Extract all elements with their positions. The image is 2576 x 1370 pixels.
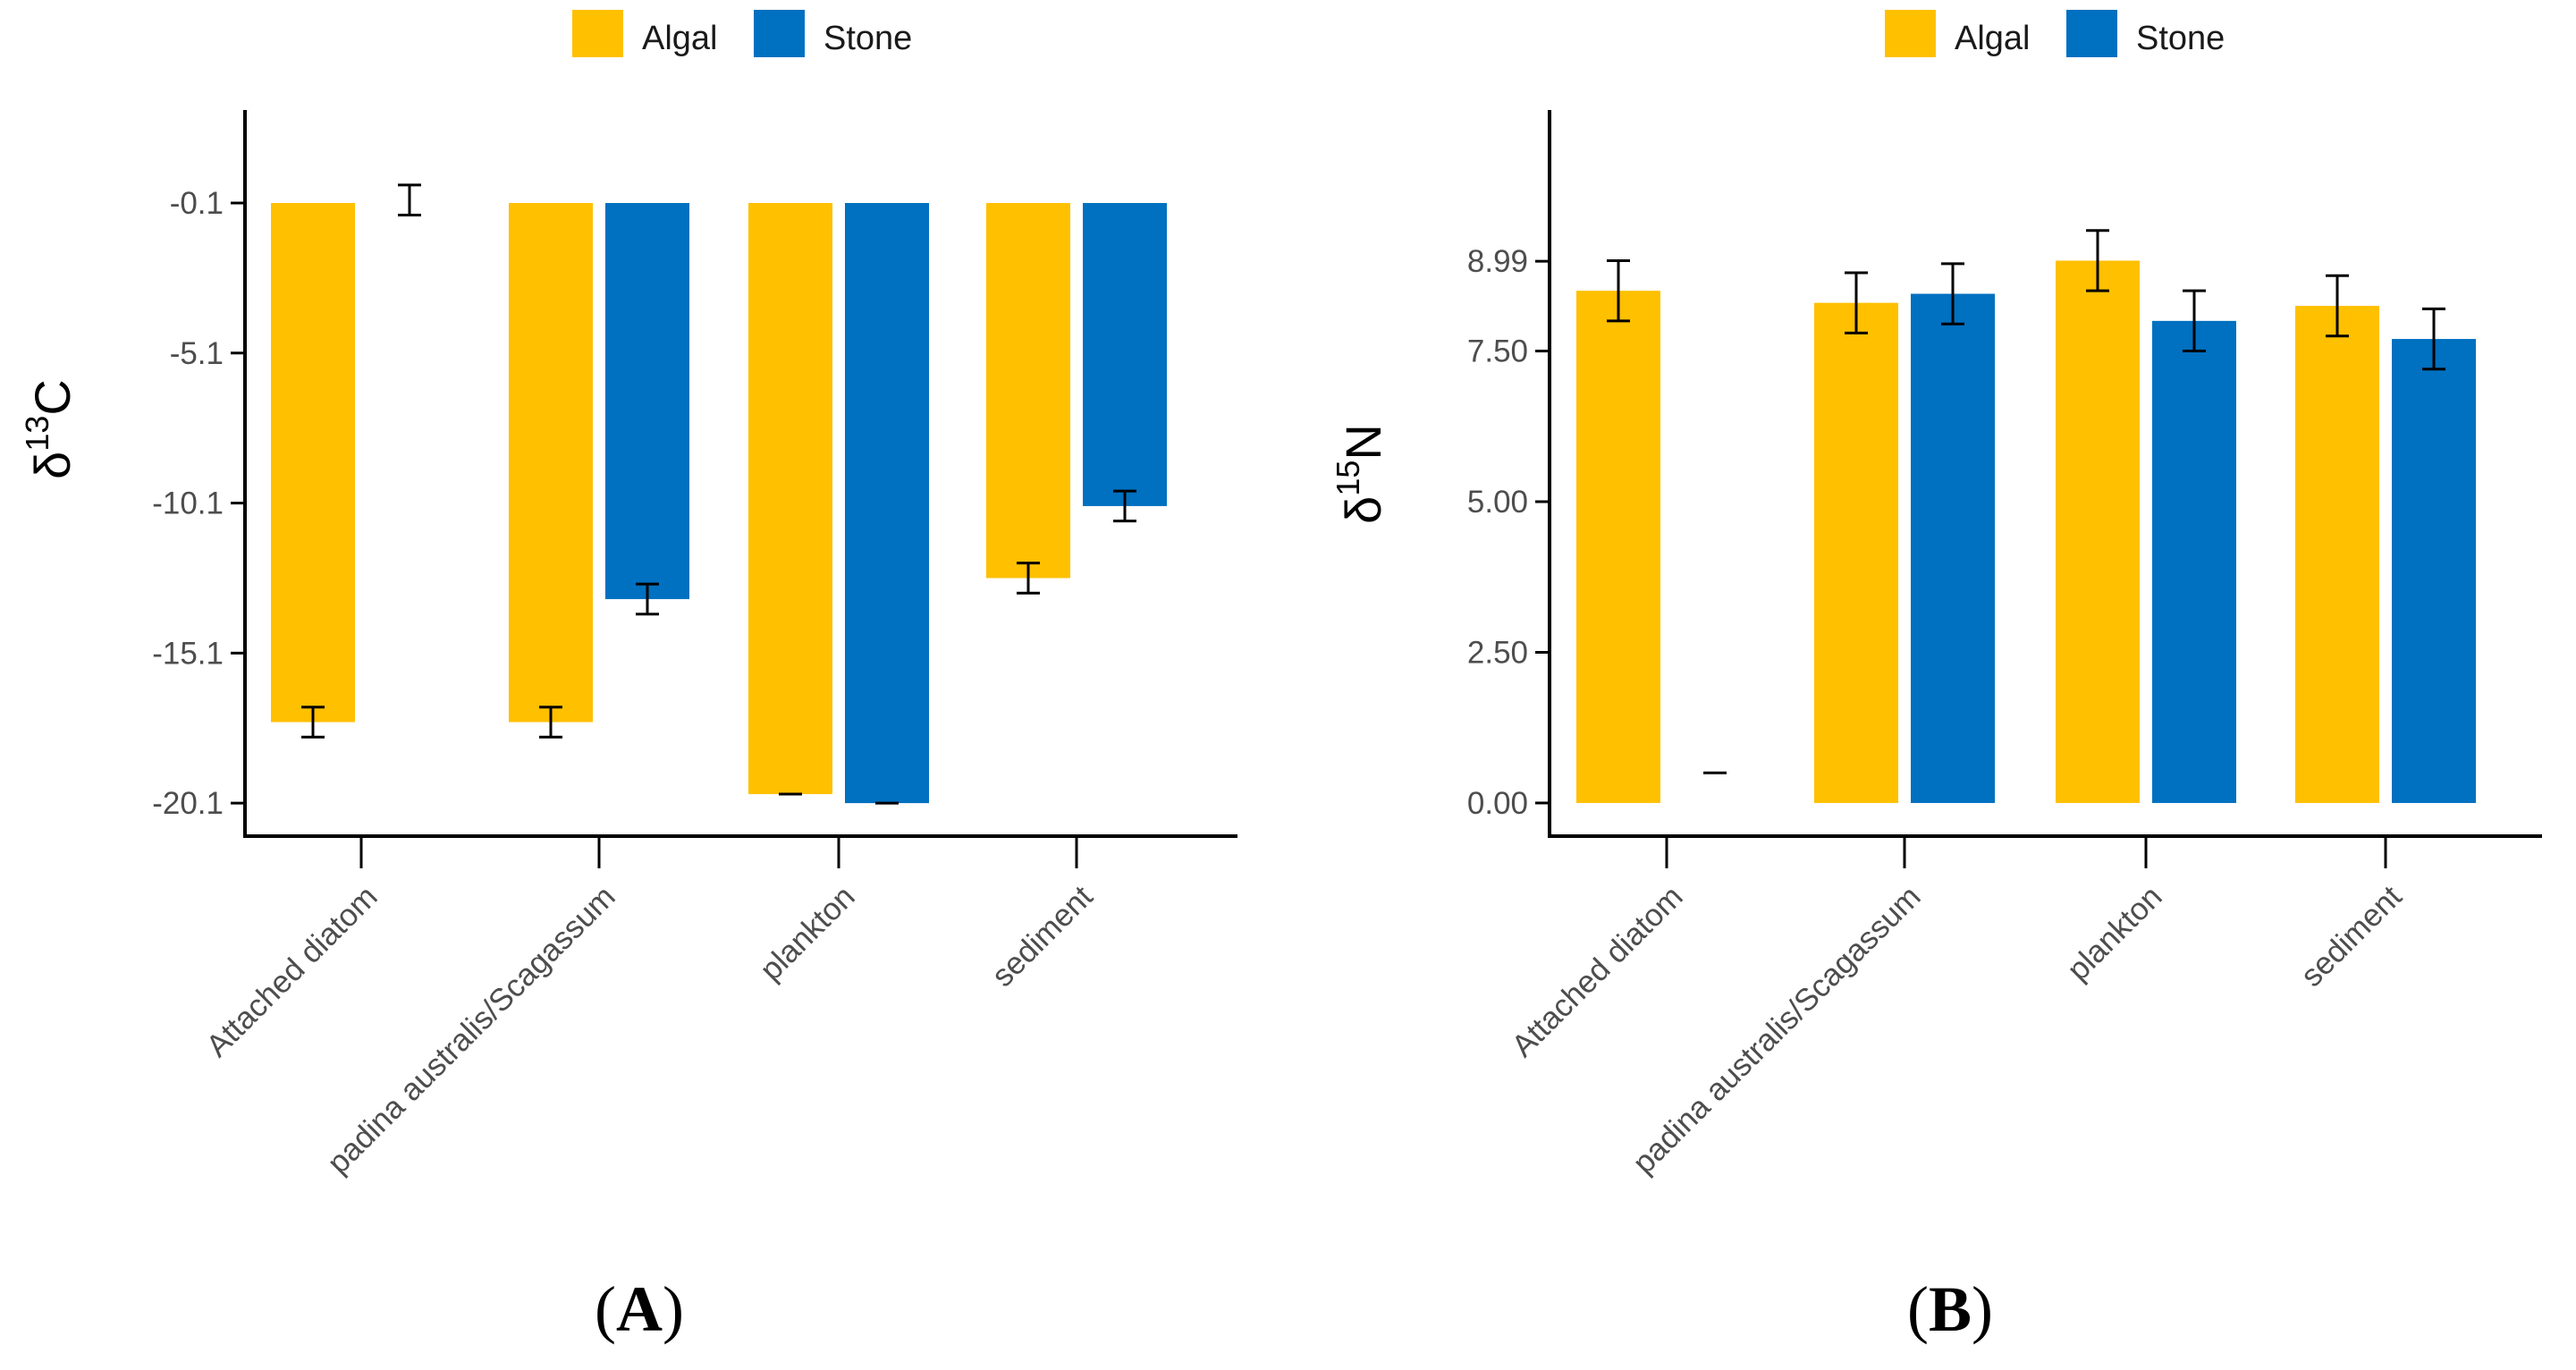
panel-b-chart: Algal Stone δ15N 0.00 2.50 5.00 7.50 8.99 At… [1330,10,2542,1345]
x-category-label-a: sediment [985,879,1100,994]
error-bar-b-stone-3 [2422,307,2445,371]
bar-b-algal-1 [1814,302,1898,803]
panel-label-b-close: ) [1972,1273,1993,1345]
y-axis-label-a-sup: 13 [19,416,55,452]
bar-b-stone-3 [2392,339,2476,803]
y-tick-label-a: -20.1 [152,786,224,821]
bar-b-algal-3 [2295,306,2379,803]
bar-a-stone-3 [1083,203,1167,506]
error-bar-a-stone-1 [636,582,659,616]
bar-b-algal-0 [1576,291,1660,803]
y-tick-label-b: 0.00 [1467,786,1528,821]
y-ticks-b: 0.00 2.50 5.00 7.50 8.99 [1467,244,1550,821]
error-bar-a-algal-1 [539,706,562,739]
legend-b-algal-label: Algal [1955,20,2031,57]
error-bar-b-algal-3 [2326,274,2349,338]
bar-a-algal-2 [748,203,832,795]
legend-a: Algal Stone [572,10,912,57]
error-bar-a-algal-0 [301,706,325,739]
error-bar-a-stone-0 [398,183,421,216]
legend-a-stone-label: Stone [823,20,912,57]
x-category-label-b: padina australis/Scagassum [1626,879,1928,1180]
panel-label-a-close: ) [663,1273,684,1345]
bars-b [1576,260,2476,803]
y-tick-label-b: 2.50 [1467,635,1528,670]
panel-label-a-letter: A [616,1273,663,1345]
y-tick-label-b: 8.99 [1467,244,1528,279]
x-category-label-a: Attached diatom [199,879,384,1063]
y-tick-label-b: 7.50 [1467,334,1528,369]
y-axis-label-b-element: N [1335,424,1391,460]
y-axis-label-b-sup: 15 [1330,461,1366,496]
y-axis-label-b-symbol: δ [1335,496,1391,524]
bar-a-algal-0 [271,203,355,723]
y-axis-label-a-element: C [24,379,80,415]
x-category-label-a: plankton [754,879,862,987]
error-bars-b [1607,229,2445,774]
legend-b-stone-swatch [2066,10,2117,57]
x-category-label-b: sediment [2294,879,2409,994]
y-tick-label-a: -5.1 [170,336,224,371]
bar-a-algal-1 [509,203,593,723]
legend-a-algal-label: Algal [642,20,718,57]
y-ticks-a: -0.1 -5.1 -10.1 -15.1 -20.1 [152,186,245,821]
panel-label-b: (B) [1907,1273,1993,1345]
legend-a-algal-swatch [572,10,623,57]
panel-label-b-letter: B [1929,1273,1972,1345]
error-bar-b-stone-1 [1941,262,1964,326]
bar-a-stone-2 [845,203,929,804]
legend-b-stone-label: Stone [2136,20,2225,57]
x-category-label-b: plankton [2061,879,2169,987]
bar-a-stone-1 [605,203,689,599]
bar-b-stone-2 [2152,320,2236,803]
x-category-label-a: padina australis/Scagassum [321,879,622,1180]
y-tick-label-a: -10.1 [152,486,224,521]
error-bar-a-stone-3 [1113,489,1136,523]
legend-b: Algal Stone [1885,10,2225,57]
y-axis-label-a-symbol: δ [24,452,80,479]
x-category-label-b: Attached diatom [1505,879,1689,1063]
panel-label-a-open: ( [595,1273,616,1345]
error-bar-b-algal-1 [1845,271,1868,334]
panel-a-chart: Algal Stone δ13C -0.1 -5.1 -10.1 -15.1 -20.1… [19,10,1237,1345]
bar-b-algal-2 [2056,260,2140,803]
y-tick-label-b: 5.00 [1467,485,1528,520]
error-bar-a-algal-3 [1017,562,1040,595]
error-bar-b-stone-2 [2183,289,2206,353]
error-bar-b-algal-2 [2086,229,2109,292]
error-bars-a [301,183,1136,805]
y-tick-label-a: -15.1 [152,636,224,671]
bar-a-algal-3 [986,203,1070,579]
panel-label-a: (A) [595,1273,684,1345]
legend-b-algal-swatch [1885,10,1936,57]
legend-a-stone-swatch [754,10,805,57]
error-bar-b-algal-0 [1607,258,1630,323]
bar-b-stone-1 [1911,293,1995,803]
bars-a [271,203,1167,804]
panel-label-b-open: ( [1907,1273,1929,1345]
y-tick-label-a: -0.1 [170,186,224,221]
y-axis-label-b: δ15N [1330,424,1391,524]
y-axis-label-a: δ13C [19,379,80,479]
